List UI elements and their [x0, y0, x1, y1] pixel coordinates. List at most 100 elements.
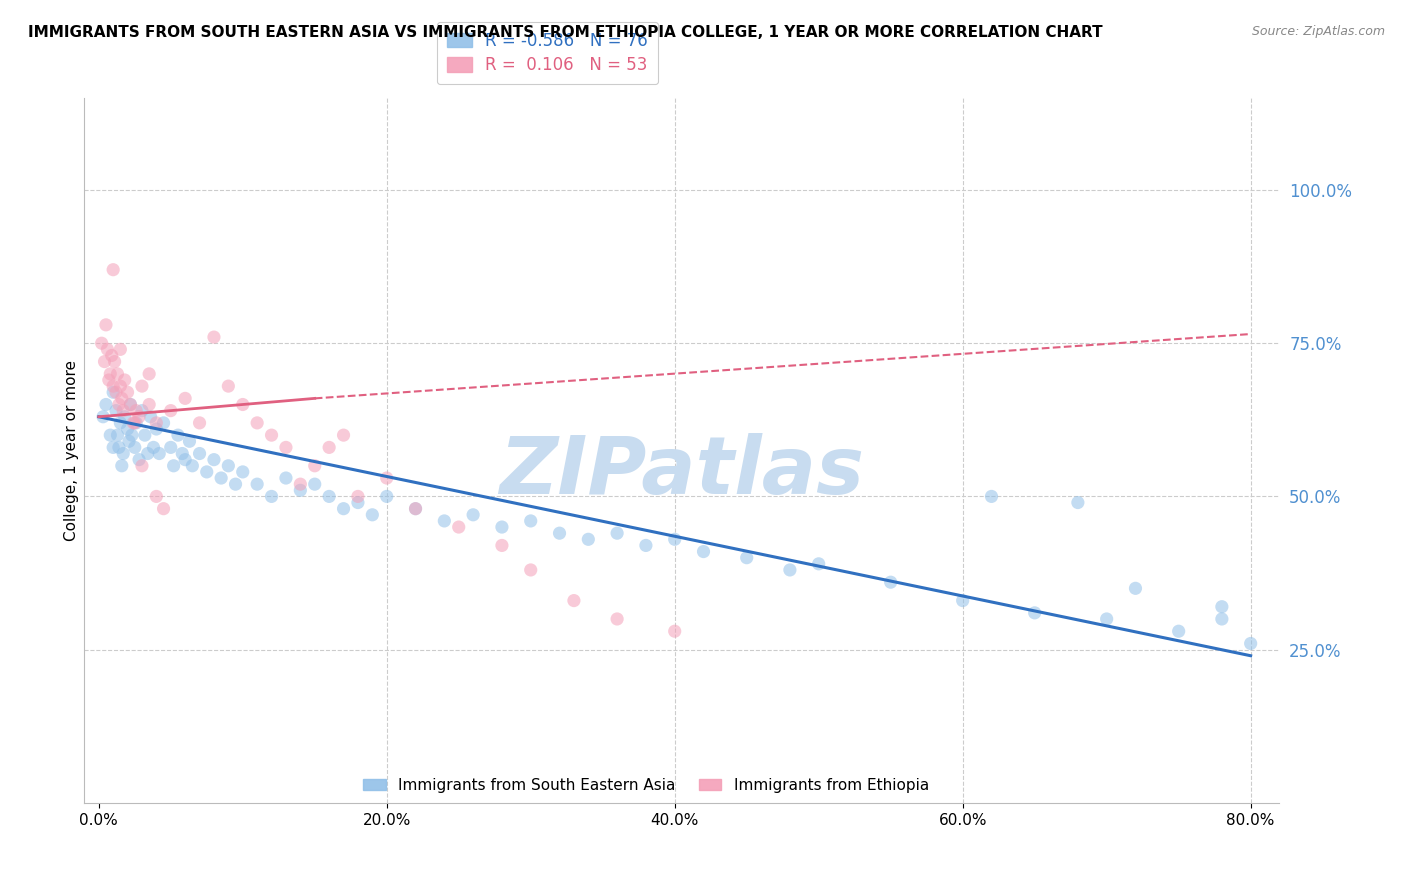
Point: [105, 385, 128, 400]
Point: [980, 490, 1002, 504]
Point: [100, 349, 122, 363]
Point: [139, 409, 162, 424]
Point: [101, 262, 124, 277]
Point: [318, 490, 340, 504]
Point: [108, 441, 131, 455]
Point: [118, 434, 141, 449]
Point: [290, 477, 312, 491]
Point: [664, 533, 686, 547]
Point: [145, 422, 167, 436]
Point: [664, 624, 686, 639]
Point: [98, 367, 121, 381]
Point: [152, 416, 174, 430]
Point: [195, 465, 218, 479]
Point: [142, 441, 165, 455]
Point: [107, 428, 129, 442]
Point: [128, 452, 150, 467]
Point: [332, 501, 354, 516]
Point: [91, 409, 114, 424]
Point: [112, 446, 135, 460]
Point: [98, 428, 121, 442]
Point: [202, 330, 225, 344]
Point: [110, 416, 132, 430]
Text: IMMIGRANTS FROM SOUTH EASTERN ASIA VS IMMIGRANTS FROM ETHIOPIA COLLEGE, 1 YEAR O: IMMIGRANTS FROM SOUTH EASTERN ASIA VS IM…: [28, 25, 1102, 40]
Point: [491, 538, 513, 552]
Point: [209, 471, 232, 485]
Point: [128, 409, 150, 424]
Point: [692, 544, 714, 558]
Point: [112, 403, 135, 417]
Point: [491, 520, 513, 534]
Point: [405, 501, 427, 516]
Point: [318, 441, 340, 455]
Point: [167, 428, 190, 442]
Point: [181, 458, 204, 473]
Point: [93, 354, 115, 368]
Point: [179, 434, 201, 449]
Point: [562, 593, 585, 607]
Point: [246, 477, 269, 491]
Point: [152, 501, 174, 516]
Point: [463, 508, 485, 522]
Point: [125, 403, 148, 417]
Point: [94, 318, 117, 332]
Point: [606, 526, 628, 541]
Point: [1125, 582, 1147, 596]
Point: [606, 612, 628, 626]
Point: [124, 441, 146, 455]
Point: [101, 441, 124, 455]
Point: [159, 403, 181, 417]
Point: [519, 514, 541, 528]
Point: [1211, 599, 1233, 614]
Point: [260, 490, 283, 504]
Point: [260, 428, 283, 442]
Point: [232, 465, 254, 479]
Point: [136, 446, 159, 460]
Point: [807, 557, 830, 571]
Point: [361, 508, 384, 522]
Point: [94, 397, 117, 411]
Point: [131, 379, 153, 393]
Point: [634, 538, 657, 552]
Point: [114, 373, 136, 387]
Text: ZIPatlas: ZIPatlas: [499, 433, 865, 510]
Point: [347, 495, 370, 509]
Point: [375, 490, 398, 504]
Point: [121, 428, 143, 442]
Point: [138, 367, 160, 381]
Point: [110, 343, 132, 357]
Point: [202, 452, 225, 467]
Point: [1240, 636, 1263, 650]
Point: [110, 379, 132, 393]
Point: [145, 416, 167, 430]
Text: Source: ZipAtlas.com: Source: ZipAtlas.com: [1251, 25, 1385, 38]
Legend: Immigrants from South Eastern Asia, Immigrants from Ethiopia: Immigrants from South Eastern Asia, Immi…: [357, 772, 935, 798]
Point: [1167, 624, 1189, 639]
Point: [111, 458, 134, 473]
Point: [174, 392, 197, 406]
Point: [225, 477, 247, 491]
Point: [290, 483, 312, 498]
Point: [148, 446, 170, 460]
Point: [101, 385, 124, 400]
Y-axis label: College, 1 year or more: College, 1 year or more: [63, 360, 79, 541]
Point: [134, 428, 156, 442]
Point: [1024, 606, 1046, 620]
Point: [332, 428, 354, 442]
Point: [138, 397, 160, 411]
Point: [447, 520, 470, 534]
Point: [131, 458, 153, 473]
Point: [274, 441, 297, 455]
Point: [246, 416, 269, 430]
Point: [97, 373, 120, 387]
Point: [952, 593, 974, 607]
Point: [188, 416, 211, 430]
Point: [548, 526, 571, 541]
Point: [96, 343, 118, 357]
Point: [304, 458, 326, 473]
Point: [879, 575, 901, 590]
Point: [131, 403, 153, 417]
Point: [159, 441, 181, 455]
Point: [107, 367, 129, 381]
Point: [125, 416, 148, 430]
